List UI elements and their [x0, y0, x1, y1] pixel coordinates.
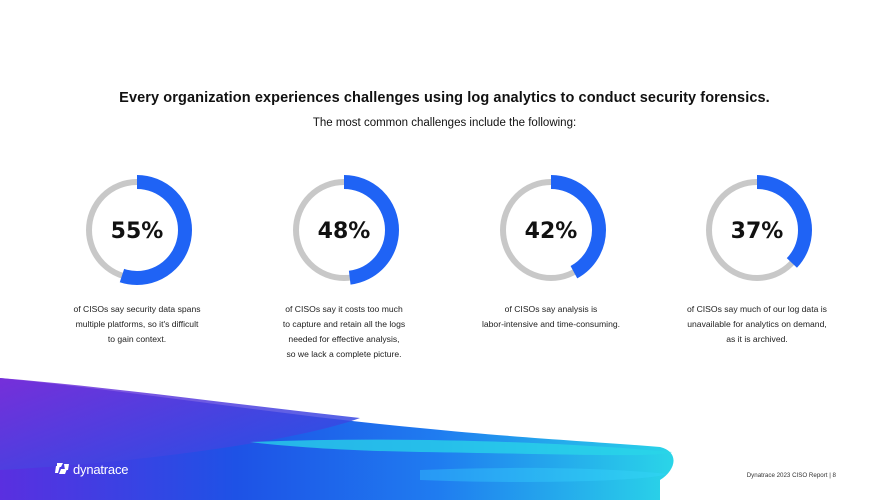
stat-caption: of CISOs say security data spans multipl… — [47, 302, 227, 347]
stat-card: 42% of CISOs say analysis is labor-inten… — [461, 170, 641, 332]
caption-line: to capture and retain all the logs — [282, 319, 406, 329]
caption-line: of CISOs say security data spans — [73, 304, 201, 314]
caption-line: to gain context. — [107, 334, 167, 344]
caption-line: labor-intensive and time-consuming. — [481, 319, 621, 329]
percent-ring: 37% — [702, 175, 812, 285]
stat-value: 37% — [731, 219, 784, 244]
stat-value: 42% — [525, 219, 578, 244]
percent-ring: 55% — [82, 175, 192, 285]
stat-card: 55% of CISOs say security data spans mul… — [47, 170, 227, 347]
caption-line: multiple platforms, so it's difficult — [75, 319, 199, 329]
stat-card: 37% of CISOs say much of our log data is… — [667, 170, 847, 347]
subheadline: The most common challenges include the f… — [312, 117, 577, 129]
stat-caption: of CISOs say much of our log data is una… — [667, 302, 847, 347]
stats-row: 55% of CISOs say security data spans mul… — [0, 170, 889, 370]
caption-line: as it is archived. — [726, 334, 788, 344]
stat-card: 48% of CISOs say it costs too much to ca… — [254, 170, 434, 362]
stat-caption: of CISOs say analysis is labor-intensive… — [461, 302, 641, 332]
percent-ring: 48% — [289, 175, 399, 285]
stat-value: 48% — [318, 219, 371, 244]
caption-line: needed for effective analysis, — [288, 334, 400, 344]
ring-fill — [496, 175, 606, 285]
stat-value: 55% — [111, 219, 164, 244]
report-footer-label: Dynatrace 2023 CISO Report | 8 — [746, 472, 836, 479]
logo-wordmark: dynatrace — [73, 461, 129, 477]
percent-ring: 42% — [496, 175, 606, 285]
stat-caption: of CISOs say it costs too much to captur… — [254, 302, 434, 362]
caption-line: unavailable for analytics on demand, — [687, 319, 827, 329]
ring-fill — [702, 175, 812, 285]
ring-fill — [289, 175, 399, 285]
dynatrace-logo[interactable]: dynatrace — [54, 461, 128, 477]
caption-line: of CISOs say analysis is — [504, 304, 598, 314]
caption-line: of CISOs say it costs too much — [285, 304, 403, 314]
caption-line: of CISOs say much of our log data is — [687, 304, 827, 314]
ring-fill — [82, 175, 192, 285]
headline: Every organization experiences challenge… — [119, 90, 770, 106]
dynatrace-logo-icon — [55, 463, 69, 474]
caption-line: so we lack a complete picture. — [286, 349, 402, 359]
